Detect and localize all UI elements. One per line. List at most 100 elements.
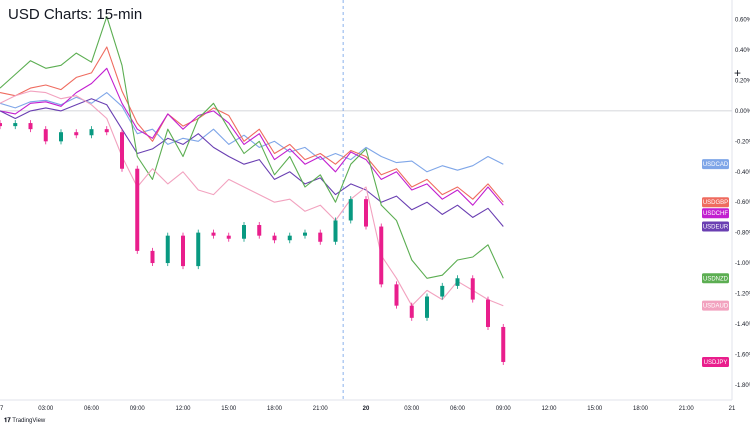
x-tick-label: 21	[729, 406, 736, 412]
candle-body	[364, 199, 368, 227]
candle-body	[196, 232, 201, 267]
series-labels-group: USDCAD USDGBP USDCHF USDEUR USDNZD USDAUD USDJ…	[702, 159, 729, 367]
series-label-text: USDGBP	[703, 200, 728, 206]
y-tick-label: 0.00%	[735, 109, 750, 115]
series-label-usdeur: USDEUR	[702, 221, 729, 232]
candle-body	[455, 278, 460, 286]
candle-body	[501, 326, 506, 362]
y-tick-label: 0.60%	[735, 18, 750, 24]
candle-body	[74, 132, 79, 136]
series-label-text: USDJPY	[704, 360, 728, 366]
x-tick-label: 15:00	[587, 406, 603, 412]
candle-body	[59, 132, 63, 142]
series-label-usdnzd: USDNZD	[702, 273, 729, 284]
series-label-usdgbp: USDGBP	[702, 197, 729, 208]
series-label-box	[702, 221, 729, 232]
candle-body	[211, 232, 216, 236]
candle-body	[120, 132, 124, 169]
candle-body	[303, 232, 307, 236]
series-label-usdjpy: USDJPY	[702, 356, 729, 367]
candle-body	[13, 123, 18, 127]
series-usdgbp-line	[0, 46, 504, 203]
candle-body	[333, 220, 338, 242]
series-label-box	[702, 300, 729, 311]
candle-body	[150, 250, 155, 264]
x-tick-label: 18:00	[633, 406, 649, 412]
candle-body	[409, 305, 414, 318]
series-label-usdchf: USDCHF	[702, 208, 729, 219]
candle-body	[425, 296, 429, 318]
candle-body	[226, 235, 231, 239]
candle-body	[486, 299, 490, 327]
series-label-usdcad: USDCAD	[702, 159, 729, 170]
candle-body	[28, 123, 33, 130]
candle-body	[272, 235, 277, 241]
candle-body	[104, 129, 109, 133]
series-usdjpy-candles	[0, 120, 506, 365]
x-tick-label: 09:00	[130, 406, 146, 412]
series-label-box	[702, 356, 729, 367]
brand-label: TradingView	[12, 418, 46, 424]
series-usdcad-line	[0, 92, 504, 173]
x-tick-label: 12:00	[541, 406, 557, 412]
y-tick-label: -0.20%	[735, 139, 750, 145]
candle-body	[135, 168, 140, 251]
candle-body	[318, 232, 323, 242]
series-label-box	[702, 159, 729, 170]
y-tick-label: 0.40%	[735, 48, 750, 54]
x-tick-label: 03:00	[404, 406, 420, 412]
series-label-text: USDCAD	[703, 162, 729, 168]
candle-body	[242, 225, 246, 239]
x-tick-label: 12:00	[175, 406, 191, 412]
series-label-text: USDNZD	[703, 276, 729, 282]
series-label-box	[702, 197, 729, 208]
y-tick-label: -1.60%	[735, 352, 750, 358]
series-label-text: USDAUD	[703, 304, 729, 310]
x-tick-label: 03:00	[38, 406, 54, 412]
candle-body	[257, 225, 262, 236]
candle-body	[379, 226, 384, 285]
series-label-box	[702, 273, 729, 284]
candle-body	[181, 235, 185, 267]
series-usdchf-line	[0, 67, 504, 206]
y-tick-label: -1.00%	[735, 261, 750, 267]
candle-body	[470, 278, 475, 300]
candle-body	[287, 235, 292, 241]
y-tick-label: 0.20%	[735, 78, 750, 84]
y-tick-label: -1.40%	[735, 322, 750, 328]
x-tick-label: 20	[363, 406, 370, 412]
candle-body	[165, 235, 170, 264]
x-tick-label: 17	[0, 406, 4, 412]
y-tick-label: -0.60%	[735, 200, 750, 206]
candle-body	[89, 129, 94, 136]
x-tick-label: 21:00	[313, 406, 329, 412]
series-usdeur-line	[0, 98, 504, 227]
y-tick-label: -0.40%	[735, 170, 750, 176]
candle-body	[348, 199, 353, 221]
series-label-box	[702, 208, 729, 219]
x-tick-label: 06:00	[84, 406, 100, 412]
series-usdaud-line	[0, 90, 504, 307]
series-label-text: USDCHF	[703, 211, 728, 217]
series-label-text: USDEUR	[703, 225, 729, 231]
y-tick-label: -1.20%	[735, 291, 750, 297]
series-group	[0, 16, 506, 365]
x-tick-label: 15:00	[221, 406, 237, 412]
candle-body	[394, 284, 399, 306]
tradingview-logo[interactable]: 𝟏𝟕 TradingView	[4, 418, 46, 424]
chart-title: USD Charts: 15-min	[8, 6, 143, 23]
x-tick-label: 06:00	[450, 406, 466, 412]
x-tick-label: 21:00	[679, 406, 695, 412]
x-tick-label: 09:00	[496, 406, 512, 412]
candle-body	[0, 123, 2, 127]
axes-group: 0.60% 0.40% 0.20% 0.00% -0.20% -0.40% -0.60% -0…	[0, 0, 750, 412]
series-usdnzd-line	[0, 16, 504, 279]
add-icon[interactable]: +	[734, 66, 742, 80]
x-tick-label: 18:00	[267, 406, 283, 412]
candle-body	[440, 285, 445, 297]
series-label-usdaud: USDAUD	[702, 300, 729, 311]
y-tick-label: -0.80%	[735, 231, 750, 237]
candle-body	[43, 129, 48, 142]
y-tick-label: -1.80%	[735, 383, 750, 389]
